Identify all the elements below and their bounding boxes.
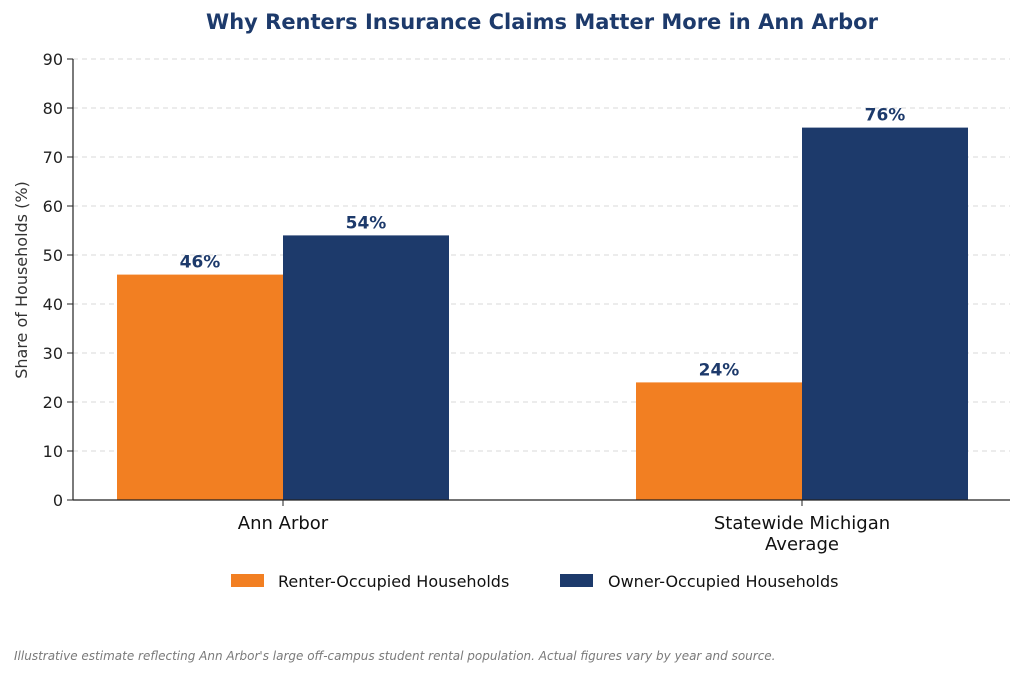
data-label: 54%	[346, 213, 387, 233]
x-tick-label: Average	[765, 534, 839, 555]
y-tick-label: 80	[43, 99, 63, 118]
y-tick-label: 0	[53, 491, 63, 510]
data-label: 24%	[699, 360, 740, 380]
bars	[117, 127, 968, 500]
y-tick-label: 10	[43, 442, 63, 461]
bar	[802, 127, 968, 500]
y-axis-label: Share of Households (%)	[12, 181, 31, 379]
legend-label: Owner-Occupied Households	[608, 572, 838, 591]
legend-label: Renter-Occupied Households	[278, 572, 509, 591]
legend-swatch	[231, 574, 264, 587]
y-tick-label: 70	[43, 148, 63, 167]
bar	[636, 382, 802, 500]
data-labels: 46% 54% 24% 76%	[180, 106, 906, 381]
x-tick-label: Statewide Michigan	[714, 513, 890, 534]
chart-title: Why Renters Insurance Claims Matter More…	[206, 10, 879, 34]
y-tick-label: 50	[43, 246, 63, 265]
data-label: 46%	[180, 253, 221, 273]
bar	[117, 274, 283, 500]
y-tick-label: 30	[43, 344, 63, 363]
y-tick-label: 20	[43, 393, 63, 412]
y-tick-label: 60	[43, 197, 63, 216]
bar	[283, 235, 449, 500]
legend-swatch	[560, 574, 593, 587]
y-tick-label: 90	[43, 50, 63, 69]
footnote: Illustrative estimate reflecting Ann Arb…	[14, 649, 776, 663]
x-tick-label: Ann Arbor	[238, 513, 329, 534]
legend: Renter-Occupied Households Owner-Occupied…	[231, 572, 838, 591]
axes: 0 10 20 30 40 50 60 70 80 90 Ann Arbor Statewide Mi…	[43, 50, 1010, 555]
data-label: 76%	[865, 106, 906, 126]
y-tick-label: 40	[43, 295, 63, 314]
